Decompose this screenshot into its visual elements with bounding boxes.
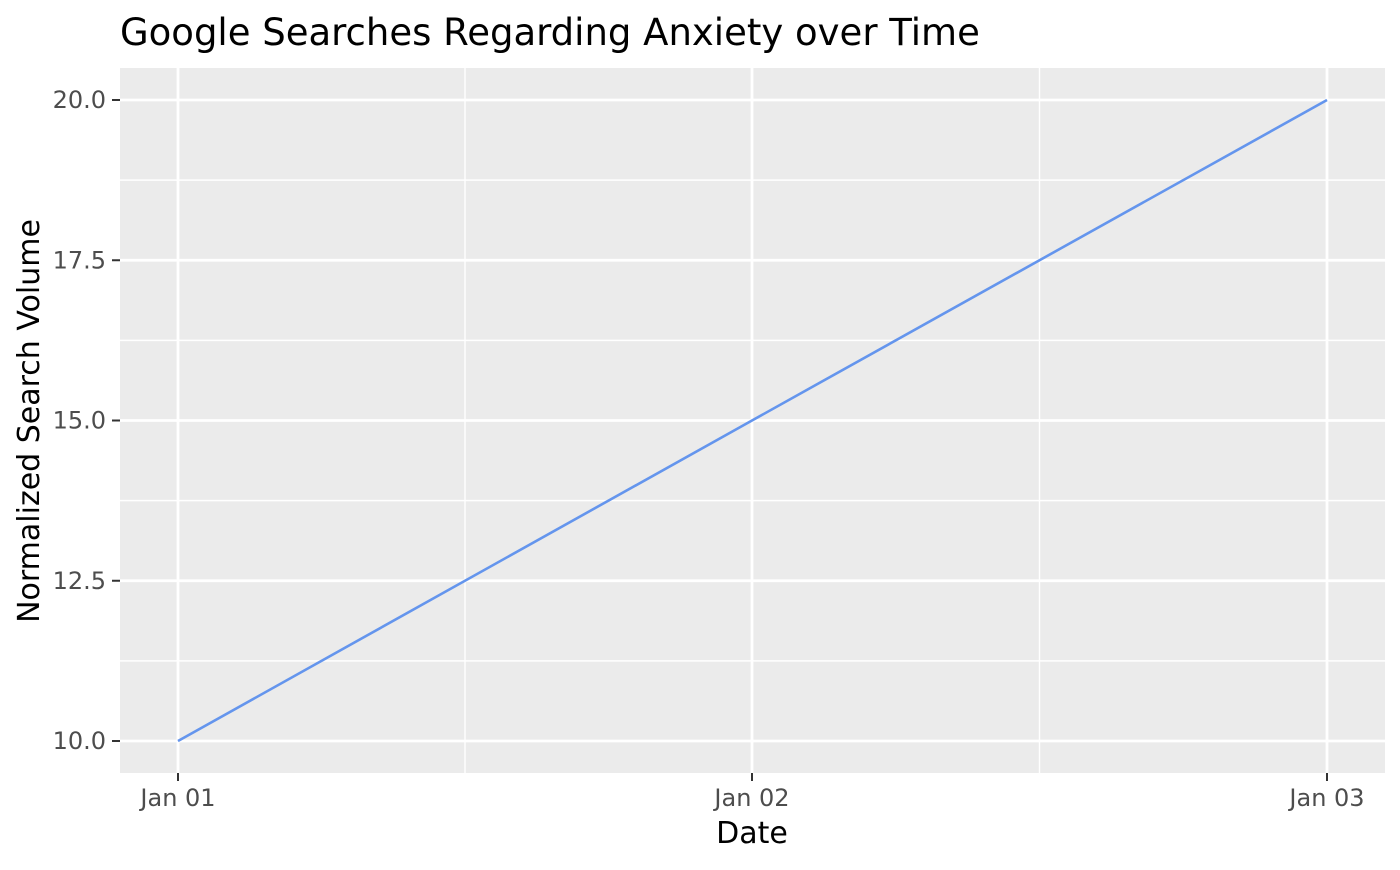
- y-tick-label: 12.5: [53, 567, 106, 595]
- x-tick-label: Jan 01: [138, 784, 215, 812]
- y-axis: 10.0 12.5 15.0 17.5 20.0: [53, 86, 120, 755]
- x-axis: Jan 01 Jan 02 Jan 03: [138, 773, 1365, 812]
- x-tick-label: Jan 02: [712, 784, 789, 812]
- y-tick-label: 15.0: [53, 407, 106, 435]
- y-tick-label: 10.0: [53, 727, 106, 755]
- y-tick-label: 20.0: [53, 86, 106, 114]
- major-gridlines: [120, 68, 1385, 773]
- y-tick-label: 17.5: [53, 246, 106, 274]
- series-layer: [177, 98, 1328, 743]
- series-line: [177, 98, 1328, 743]
- x-axis-title: Date: [716, 816, 788, 851]
- x-tick-label: Jan 03: [1287, 784, 1364, 812]
- chart-title: Google Searches Regarding Anxiety over T…: [120, 11, 980, 54]
- y-axis-title: Normalized Search Volume: [12, 219, 47, 623]
